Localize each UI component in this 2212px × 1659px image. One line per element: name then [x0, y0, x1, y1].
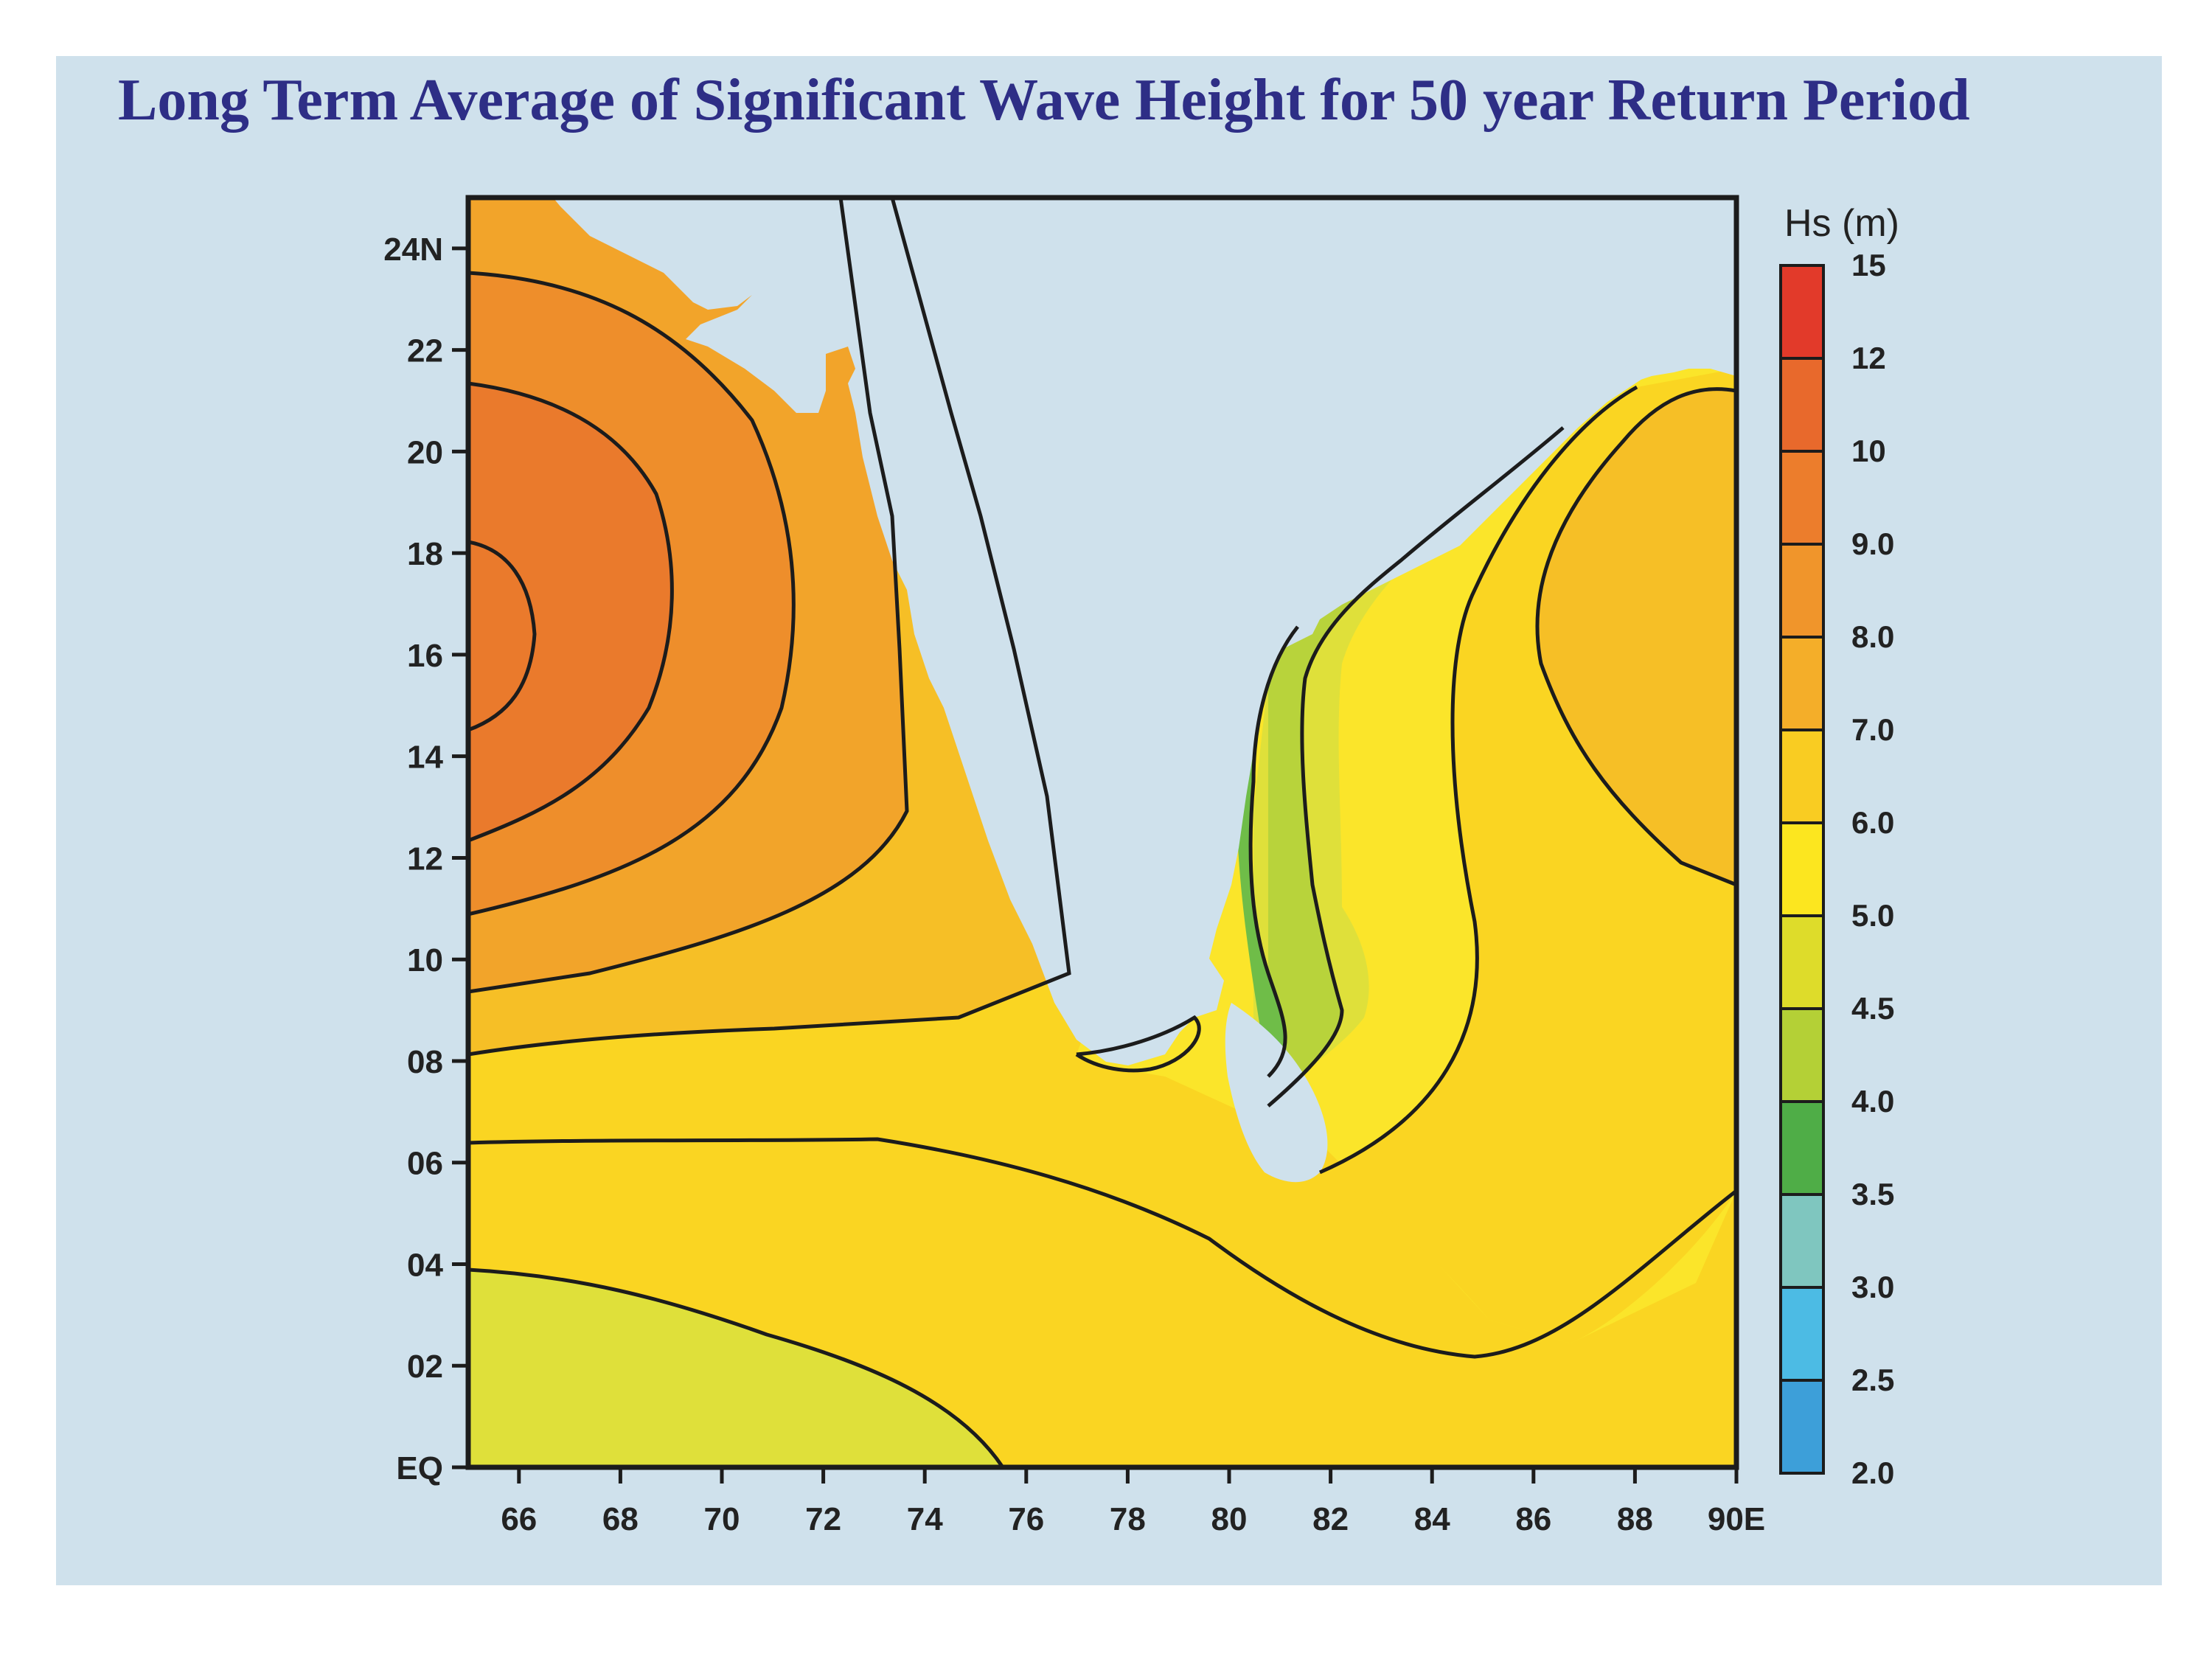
y-tick-label: 06: [407, 1146, 443, 1182]
sea-hs-4-5-band-southwest: [468, 1270, 1003, 1467]
legend-swatch: [1779, 636, 1825, 731]
contour-lines: [468, 198, 1736, 1467]
legend-swatch: [1779, 357, 1825, 453]
x-tick-label: 68: [602, 1501, 639, 1537]
legend-swatch: [1779, 1007, 1825, 1103]
legend-swatch: [1779, 821, 1825, 917]
x-tick-label: 78: [1110, 1501, 1146, 1537]
legend-label: 15: [1851, 248, 1886, 282]
legend-label: 4.5: [1851, 991, 1894, 1026]
y-tick-label: 20: [407, 434, 443, 470]
x-tick-label: 86: [1515, 1501, 1551, 1537]
x-tick-label: 88: [1617, 1501, 1653, 1537]
plot-frame: [465, 195, 1739, 1470]
legend-label: 3.5: [1851, 1177, 1894, 1211]
legend-swatch: [1779, 1193, 1825, 1289]
contour-line: [468, 1267, 1005, 1467]
legend-label: 4.0: [1851, 1084, 1894, 1119]
plot-area: [468, 198, 1736, 1467]
legend-label: 10: [1851, 434, 1886, 468]
y-axis: EQ 02 04 06 08 10 12 14 16 18 20 22 24N: [383, 232, 468, 1486]
legend-label: 2.5: [1851, 1363, 1894, 1397]
sea-hs-10-inner-core: [468, 542, 535, 730]
y-tick-label: 16: [407, 638, 443, 674]
y-tick-label: 22: [407, 333, 443, 369]
contour-line: [468, 540, 537, 732]
contour-line: [468, 381, 674, 843]
x-tick-label: 74: [907, 1501, 943, 1537]
x-tick-label: 76: [1008, 1501, 1044, 1537]
contour-line: [468, 198, 909, 994]
x-tick-label: 80: [1211, 1501, 1248, 1537]
sea-hs-10-band-core: [468, 383, 672, 841]
x-tick-label: 84: [1414, 1501, 1450, 1537]
legend-label: 9.0: [1851, 526, 1894, 561]
contour-line: [468, 271, 796, 917]
x-tick-label: 82: [1312, 1501, 1349, 1537]
legend-label-bottom: 2.0: [1851, 1455, 1894, 1490]
contour-line: [1318, 385, 1638, 1175]
x-tick-label: 72: [805, 1501, 841, 1537]
sea-hs-7-band-bengal: [1537, 389, 1736, 885]
x-axis: 66 68 70 72 74 76 78 80 82 84 86 88 90E: [501, 1467, 1765, 1537]
x-tick-label: 90E: [1708, 1501, 1765, 1537]
land-bengal-delta: [1607, 324, 1736, 402]
legend-swatch: [1779, 728, 1825, 824]
legend-swatch: [1779, 450, 1825, 546]
color-legend: Hs (m) 15 12 10 9.0 8.0 7.0 6.0 5.0 4.5 4.0 3.5 3.0…: [1779, 202, 1899, 1490]
legend-label: 7.0: [1851, 712, 1894, 747]
y-tick-label: 10: [407, 942, 443, 978]
legend-swatch: [1779, 264, 1825, 360]
land-sri-lanka: [1225, 1003, 1328, 1183]
contour-line: [1267, 426, 1565, 1107]
y-tick-label: 12: [407, 841, 443, 877]
contour-line: [1248, 625, 1299, 1078]
contour-line: [468, 1137, 1736, 1359]
legend-bins: 15 12 10 9.0 8.0 7.0 6.0 5.0 4.5 4.0 3.5 3.0 2.5 2.0: [1779, 248, 1894, 1490]
y-tick-label: 24N: [383, 232, 443, 268]
x-tick-label: 66: [501, 1501, 537, 1537]
y-tick-label: EQ: [396, 1450, 443, 1486]
y-tick-label: 08: [407, 1044, 443, 1080]
y-tick-label: 02: [407, 1349, 443, 1385]
legend-swatch: [1779, 1100, 1825, 1196]
legend-label: 3.0: [1851, 1270, 1894, 1304]
y-tick-label: 14: [407, 740, 443, 776]
sea-hs-4-5-coastal-band: [1253, 376, 1630, 1106]
legend-label: 6.0: [1851, 805, 1894, 840]
figure-title: Long Term Average of Significant Wave He…: [118, 68, 1970, 133]
contour-line: [1535, 387, 1736, 887]
legend-label: 8.0: [1851, 619, 1894, 654]
legend-swatch: [1779, 1286, 1825, 1382]
y-tick-label: 04: [407, 1247, 443, 1283]
contour-line: [468, 198, 1071, 1057]
legend-label: 5.0: [1851, 898, 1894, 933]
x-tick-label: 70: [704, 1501, 740, 1537]
legend-title: Hs (m): [1784, 202, 1899, 245]
y-tick-label: 18: [407, 536, 443, 572]
legend-label: 12: [1851, 341, 1886, 375]
legend-swatch: [1779, 1379, 1825, 1475]
legend-swatch: [1779, 914, 1825, 1010]
contour-line: [1075, 1015, 1201, 1073]
land-indian-subcontinent: [553, 198, 1736, 1065]
legend-swatch: [1779, 543, 1825, 639]
